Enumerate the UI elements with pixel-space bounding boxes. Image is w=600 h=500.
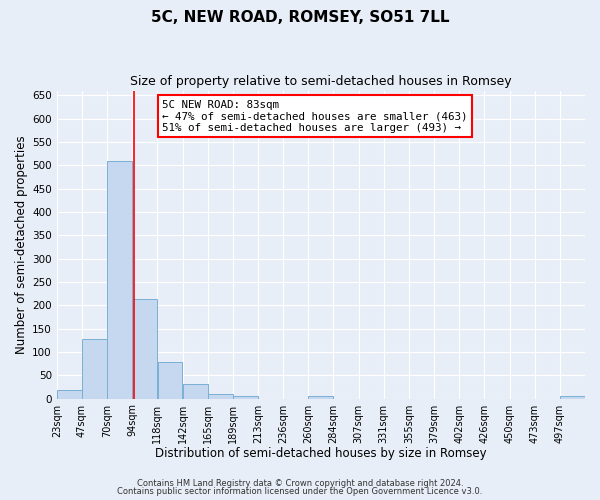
Bar <box>233 396 258 398</box>
Text: Contains public sector information licensed under the Open Government Licence v3: Contains public sector information licen… <box>118 487 482 496</box>
X-axis label: Distribution of semi-detached houses by size in Romsey: Distribution of semi-detached houses by … <box>155 447 487 460</box>
Bar <box>82 339 107 398</box>
Text: 5C, NEW ROAD, ROMSEY, SO51 7LL: 5C, NEW ROAD, ROMSEY, SO51 7LL <box>151 10 449 25</box>
Text: Contains HM Land Registry data © Crown copyright and database right 2024.: Contains HM Land Registry data © Crown c… <box>137 478 463 488</box>
Text: 5C NEW ROAD: 83sqm
← 47% of semi-detached houses are smaller (463)
51% of semi-d: 5C NEW ROAD: 83sqm ← 47% of semi-detache… <box>163 100 468 133</box>
Bar <box>57 390 82 398</box>
Title: Size of property relative to semi-detached houses in Romsey: Size of property relative to semi-detach… <box>130 75 512 88</box>
Bar <box>158 362 182 399</box>
Bar <box>560 396 585 398</box>
Bar <box>182 384 208 398</box>
Bar <box>208 394 233 398</box>
Bar <box>107 162 132 398</box>
Bar <box>308 396 334 398</box>
Bar <box>133 299 157 398</box>
Y-axis label: Number of semi-detached properties: Number of semi-detached properties <box>15 136 28 354</box>
